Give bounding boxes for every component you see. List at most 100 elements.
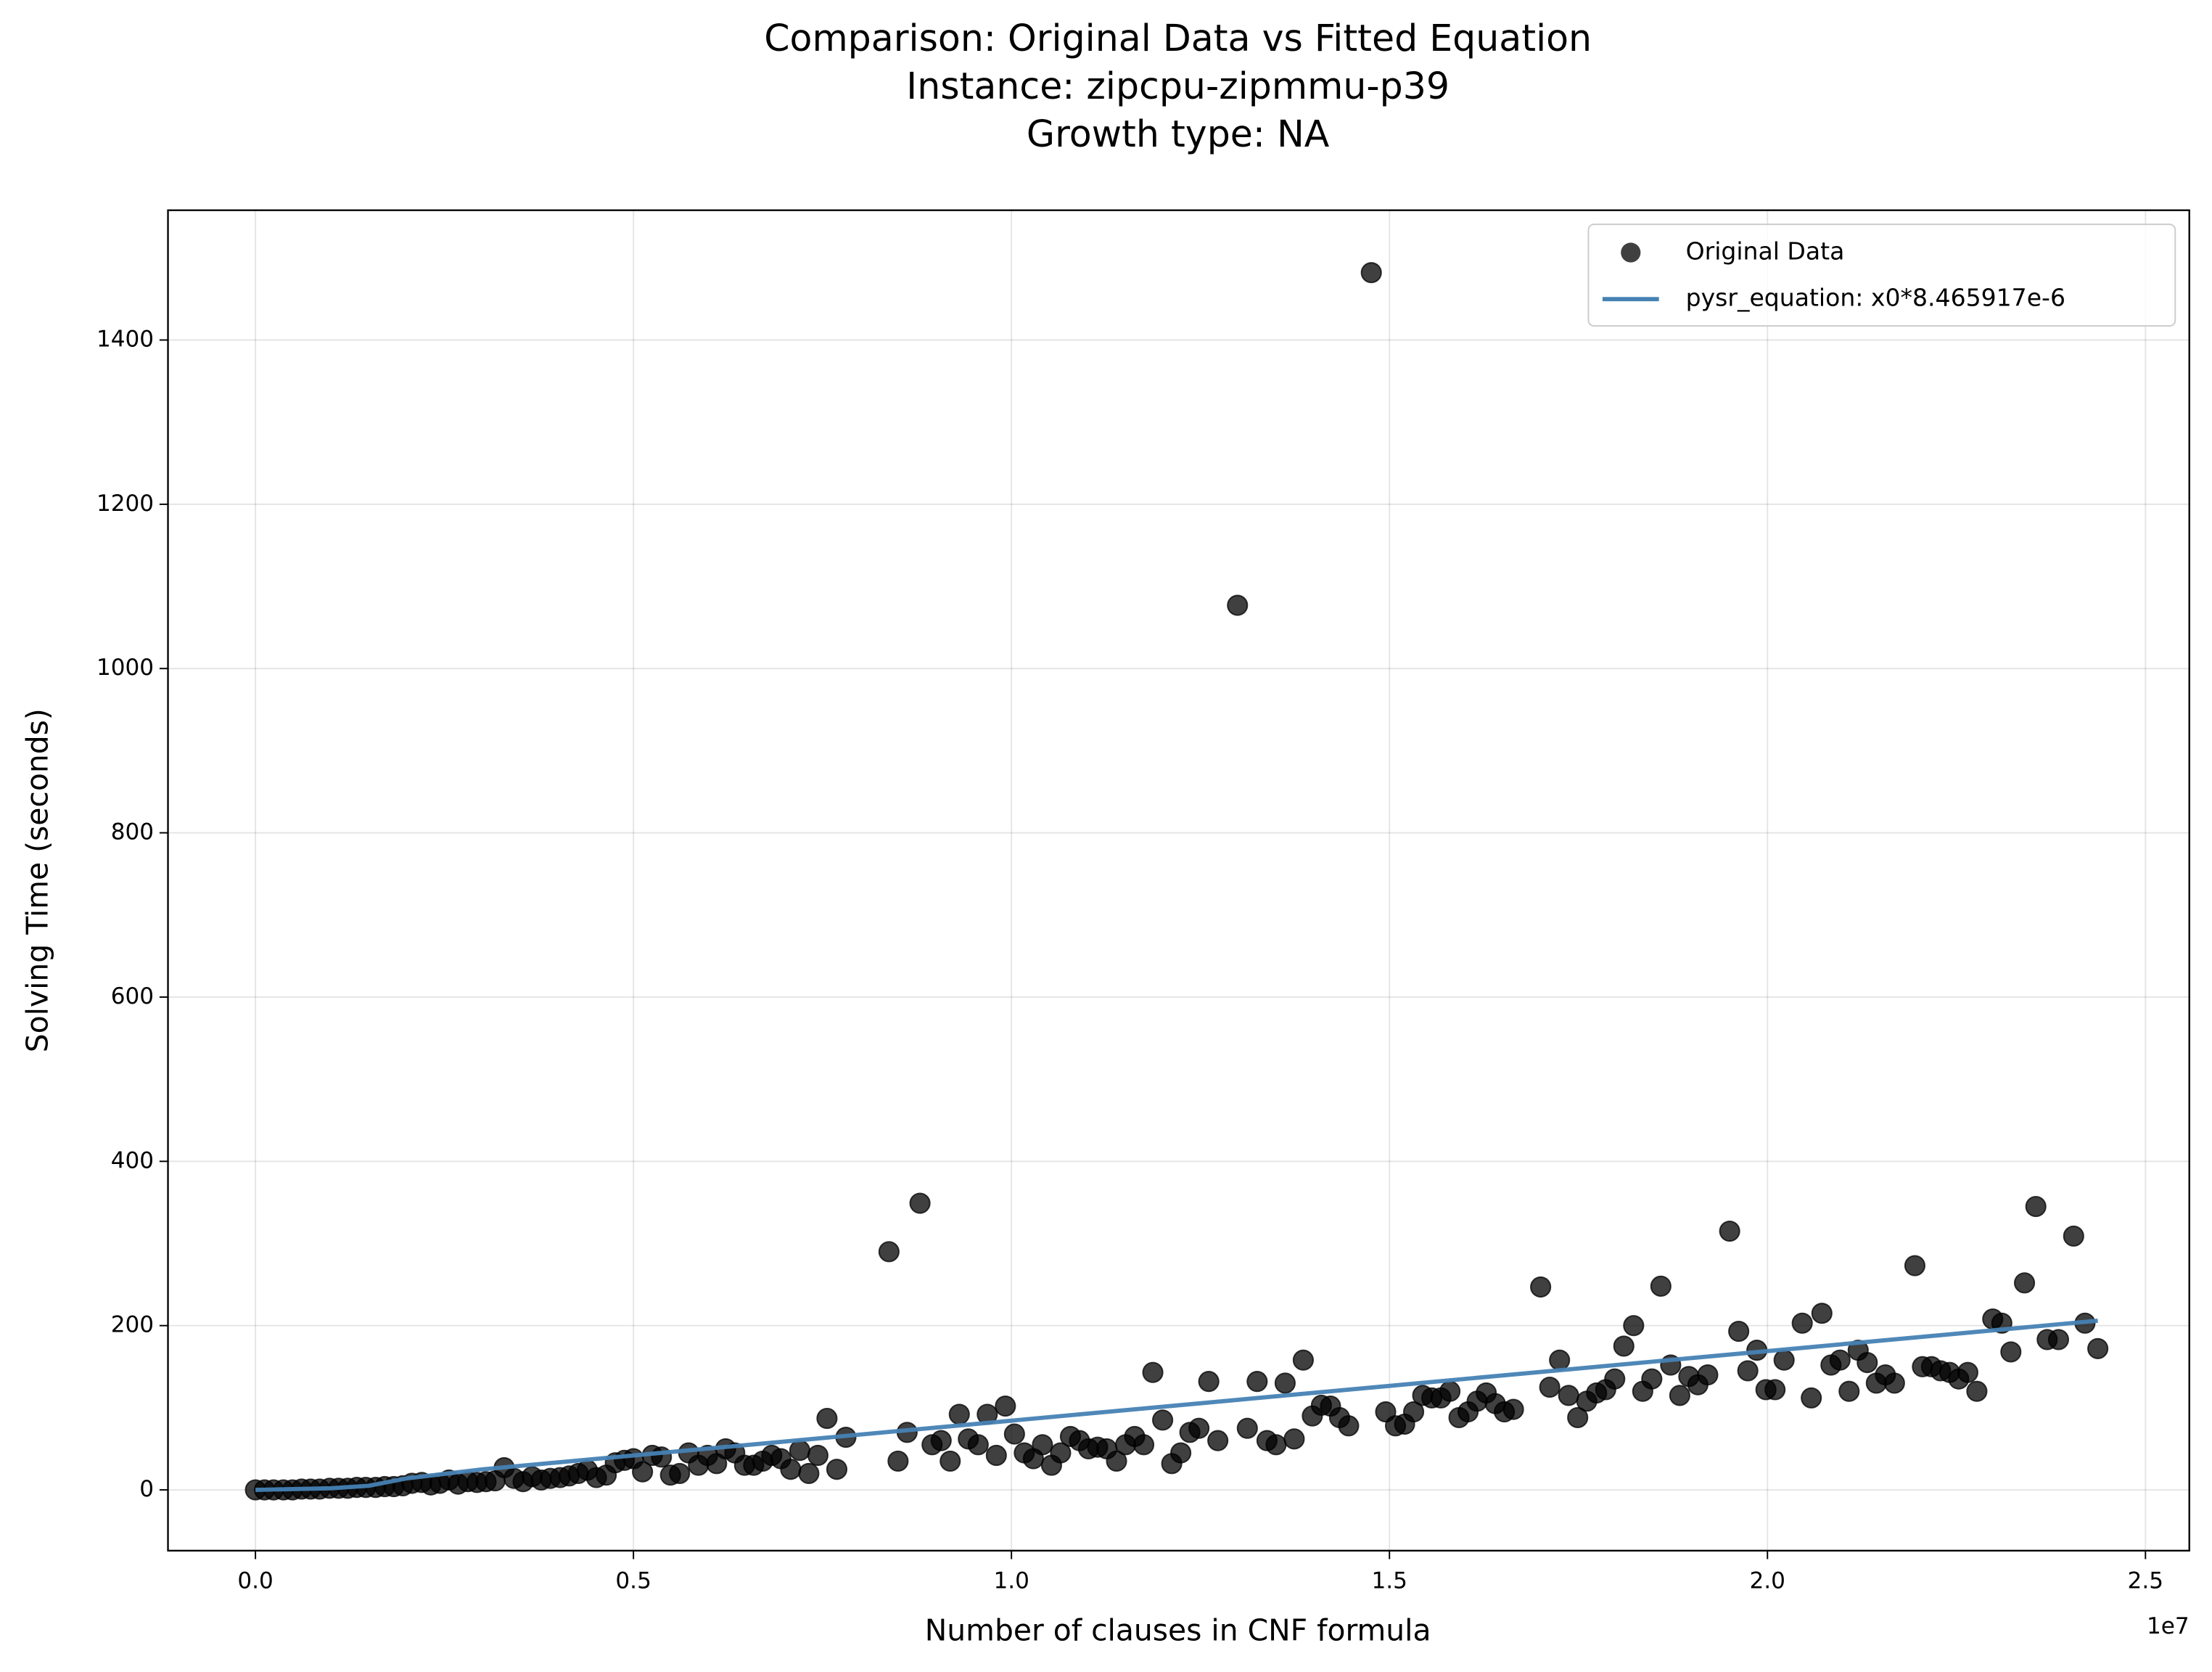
data-point: [1198, 1371, 1220, 1393]
x-tick-label: 2.5: [2128, 1568, 2163, 1594]
legend-marker: [1621, 242, 1641, 263]
data-point: [1838, 1380, 1860, 1402]
legend-label: pysr_equation: x0*8.465917e-6: [1686, 284, 2065, 312]
data-point: [1283, 1428, 1305, 1450]
data-point: [1791, 1312, 1813, 1334]
data-point: [967, 1434, 989, 1456]
data-point: [1764, 1379, 1786, 1401]
data-point: [1567, 1406, 1589, 1429]
data-point: [1957, 1361, 1978, 1383]
data-point: [940, 1450, 961, 1472]
y-tick-label: 800: [111, 819, 154, 845]
data-point: [1338, 1415, 1360, 1437]
data-point: [1106, 1450, 1127, 1472]
data-point: [1152, 1409, 1174, 1431]
data-point: [816, 1407, 838, 1430]
data-point: [1236, 1417, 1258, 1439]
data-point: [1050, 1442, 1072, 1464]
data-point: [909, 1192, 931, 1214]
y-tick-label: 200: [111, 1312, 154, 1338]
data-point: [1613, 1335, 1635, 1357]
data-point: [1773, 1349, 1795, 1371]
data-point: [1539, 1376, 1561, 1398]
data-point: [1265, 1434, 1287, 1456]
data-point: [1274, 1372, 1296, 1394]
data-point: [1142, 1361, 1164, 1383]
data-point: [1811, 1303, 1833, 1324]
data-point: [798, 1462, 820, 1484]
x-offset-label: 1e7: [2147, 1613, 2190, 1639]
data-point: [2000, 1341, 2022, 1363]
data-point: [1188, 1417, 1210, 1439]
data-point: [807, 1444, 829, 1467]
data-point: [1549, 1349, 1571, 1371]
y-tick-label: 0: [139, 1476, 154, 1502]
data-point: [1829, 1349, 1851, 1371]
y-tick-label: 1000: [96, 655, 154, 681]
data-point: [1697, 1364, 1719, 1386]
data-point: [632, 1461, 654, 1483]
data-point: [826, 1459, 848, 1480]
data-point: [2013, 1272, 2036, 1294]
y-tick-label: 1200: [96, 491, 154, 517]
data-point: [2063, 1225, 2084, 1247]
data-point: [1558, 1385, 1579, 1406]
data-point: [878, 1241, 900, 1263]
data-point: [1737, 1360, 1759, 1382]
data-point: [1292, 1349, 1314, 1371]
data-point: [1623, 1315, 1645, 1337]
chart-title: Instance: zipcpu-zipmmu-p39: [906, 65, 1450, 107]
data-point: [669, 1462, 691, 1484]
x-tick-label: 1.0: [993, 1568, 1029, 1594]
data-point: [985, 1444, 1007, 1467]
y-tick-label: 600: [111, 983, 154, 1009]
data-point: [1360, 262, 1382, 284]
y-tick-label: 400: [111, 1147, 154, 1173]
data-point: [1669, 1385, 1690, 1406]
y-axis-label: Solving Time (seconds): [20, 708, 55, 1052]
legend-box: [1587, 224, 2176, 327]
data-point: [995, 1396, 1016, 1417]
data-point: [930, 1430, 952, 1451]
data-point: [1604, 1368, 1626, 1390]
y-tick-label: 1400: [96, 327, 154, 353]
data-point: [887, 1450, 909, 1472]
x-tick-label: 0.5: [615, 1568, 651, 1594]
data-point: [948, 1403, 970, 1425]
data-point: [1966, 1380, 1988, 1402]
fit-line: [255, 1318, 2098, 1492]
x-tick-label: 1.5: [1371, 1568, 1407, 1594]
data-point: [1003, 1423, 1025, 1445]
data-point: [1439, 1380, 1461, 1402]
data-point: [1132, 1434, 1155, 1456]
data-point: [2047, 1329, 2070, 1351]
data-point: [1883, 1372, 1905, 1394]
data-point: [1857, 1352, 1878, 1374]
data-point: [2087, 1337, 2109, 1359]
data-point: [2025, 1195, 2047, 1218]
data-point: [1207, 1430, 1229, 1451]
x-axis-label: Number of clauses in CNF formula: [925, 1613, 1431, 1648]
chart-title: Comparison: Original Data vs Fitted Equa…: [764, 17, 1592, 60]
data-point: [1650, 1275, 1672, 1297]
data-point: [1170, 1442, 1192, 1464]
x-tick-label: 2.0: [1750, 1568, 1785, 1594]
plot-frame: [167, 209, 2190, 1552]
data-point: [1728, 1321, 1750, 1343]
data-point: [1402, 1401, 1425, 1423]
data-point: [789, 1440, 810, 1462]
data-point: [1227, 594, 1249, 616]
x-tick-label: 0.0: [237, 1568, 273, 1594]
data-point: [780, 1459, 802, 1480]
chart-title: Growth type: NA: [1027, 112, 1330, 155]
legend-label: Original Data: [1686, 237, 1845, 266]
data-point: [1032, 1434, 1053, 1456]
data-point: [1502, 1398, 1524, 1420]
data-point: [1530, 1276, 1552, 1298]
data-point: [1246, 1371, 1268, 1393]
data-point: [1801, 1387, 1822, 1409]
data-point: [1641, 1368, 1663, 1390]
data-point: [1719, 1220, 1740, 1242]
